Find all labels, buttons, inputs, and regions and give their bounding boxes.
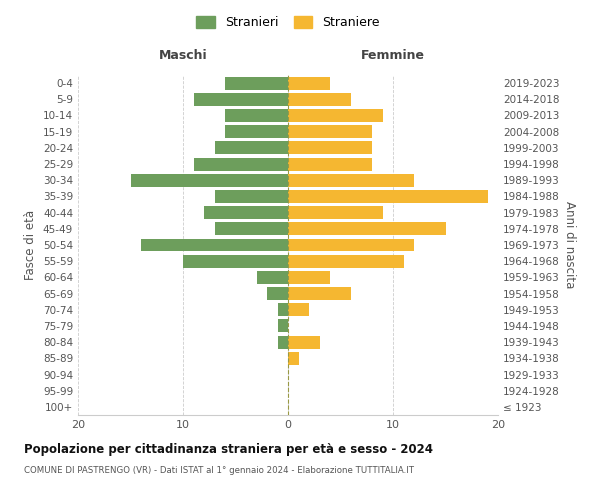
Bar: [130, 174, 288, 186]
Bar: [288, 206, 383, 219]
Bar: [267, 287, 288, 300]
Bar: [288, 174, 414, 186]
Bar: [277, 336, 288, 348]
Bar: [288, 336, 320, 348]
Bar: [257, 271, 288, 284]
Text: Popolazione per cittadinanza straniera per età e sesso - 2024: Popolazione per cittadinanza straniera p…: [24, 442, 433, 456]
Bar: [215, 222, 288, 235]
Bar: [288, 271, 330, 284]
Bar: [288, 254, 404, 268]
Text: Maschi: Maschi: [158, 49, 208, 62]
Bar: [288, 158, 372, 170]
Bar: [225, 76, 288, 90]
Bar: [204, 206, 288, 219]
Bar: [288, 238, 414, 252]
Bar: [288, 76, 330, 90]
Bar: [225, 125, 288, 138]
Bar: [215, 190, 288, 203]
Bar: [288, 125, 372, 138]
Bar: [288, 222, 445, 235]
Y-axis label: Anni di nascita: Anni di nascita: [563, 202, 576, 288]
Bar: [288, 287, 351, 300]
Bar: [288, 304, 309, 316]
Bar: [288, 142, 372, 154]
Bar: [141, 238, 288, 252]
Bar: [288, 109, 383, 122]
Bar: [288, 190, 487, 203]
Bar: [288, 93, 351, 106]
Bar: [183, 254, 288, 268]
Bar: [193, 158, 288, 170]
Bar: [288, 352, 299, 365]
Y-axis label: Fasce di età: Fasce di età: [25, 210, 37, 280]
Bar: [277, 320, 288, 332]
Bar: [193, 93, 288, 106]
Text: Femmine: Femmine: [361, 49, 425, 62]
Bar: [277, 304, 288, 316]
Bar: [215, 142, 288, 154]
Bar: [225, 109, 288, 122]
Text: COMUNE DI PASTRENGO (VR) - Dati ISTAT al 1° gennaio 2024 - Elaborazione TUTTITAL: COMUNE DI PASTRENGO (VR) - Dati ISTAT al…: [24, 466, 414, 475]
Legend: Stranieri, Straniere: Stranieri, Straniere: [191, 11, 385, 34]
